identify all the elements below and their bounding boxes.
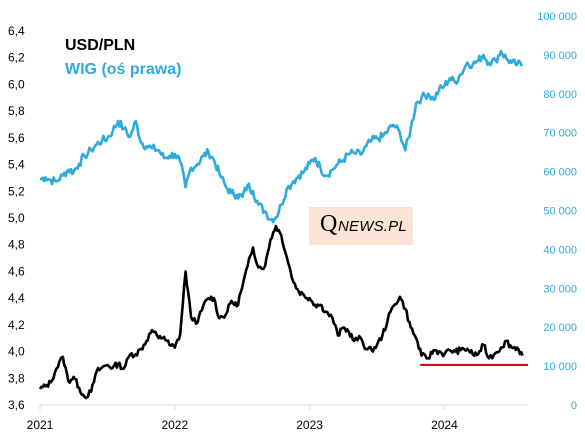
left-tick-label: 6,0 <box>8 77 25 91</box>
right-tick-label: 90 000 <box>543 50 577 62</box>
x-tick-label: 2022 <box>161 418 188 432</box>
right-tick-label: 30 000 <box>543 283 577 295</box>
left-tick-label: 6,4 <box>8 24 25 38</box>
left-tick-label: 5,2 <box>8 184 25 198</box>
left-tick-label: 5,0 <box>8 211 25 225</box>
left-tick-label: 5,4 <box>8 158 25 172</box>
right-tick-label: 80 000 <box>543 89 577 101</box>
right-tick-label: 10 000 <box>543 361 577 373</box>
right-tick-label: 50 000 <box>543 206 577 218</box>
logo-q-letter: Q <box>320 211 338 237</box>
left-tick-label: 3,8 <box>8 371 25 385</box>
left-tick-label: 4,0 <box>8 345 25 359</box>
right-axis-ticks: 0 10 000 20 000 30 000 40 000 50 000 60 000 70 … <box>537 11 577 412</box>
left-tick-label: 5,6 <box>8 131 25 145</box>
left-tick-label: 4,4 <box>8 291 25 305</box>
right-tick-label: 100 000 <box>537 11 577 23</box>
right-tick-label: 60 000 <box>543 167 577 179</box>
left-tick-label: 6,2 <box>8 51 25 65</box>
x-tick-label: 2023 <box>296 418 323 432</box>
right-tick-label: 40 000 <box>543 244 577 256</box>
qnews-logo: Q NEWS.PL <box>309 207 413 245</box>
left-tick-label: 3,6 <box>8 398 25 412</box>
left-tick-label: 4,6 <box>8 264 25 278</box>
usd-pln-series-line <box>38 224 524 400</box>
x-axis-ticks: 2021 2022 2023 2024 <box>27 405 458 432</box>
left-axis-ticks: 3,6 3,8 4,0 4,2 4,4 4,6 4,8 5,0 5,2 5,4 5,6 5,8 6,0 6… <box>8 24 25 412</box>
left-tick-label: 4,2 <box>8 318 25 332</box>
wig-series-line <box>39 49 524 224</box>
legend-usd-pln: USD/PLN <box>65 37 135 54</box>
right-tick-label: 0 <box>571 400 577 412</box>
right-tick-label: 20 000 <box>543 322 577 334</box>
x-tick-label: 2024 <box>431 418 458 432</box>
logo-text: NEWS.PL <box>338 218 407 235</box>
left-tick-label: 4,8 <box>8 238 25 252</box>
left-tick-label: 5,8 <box>8 104 25 118</box>
right-tick-label: 70 000 <box>543 128 577 140</box>
legend-wig: WIG (oś prawa) <box>65 61 181 78</box>
x-tick-label: 2021 <box>27 418 54 432</box>
